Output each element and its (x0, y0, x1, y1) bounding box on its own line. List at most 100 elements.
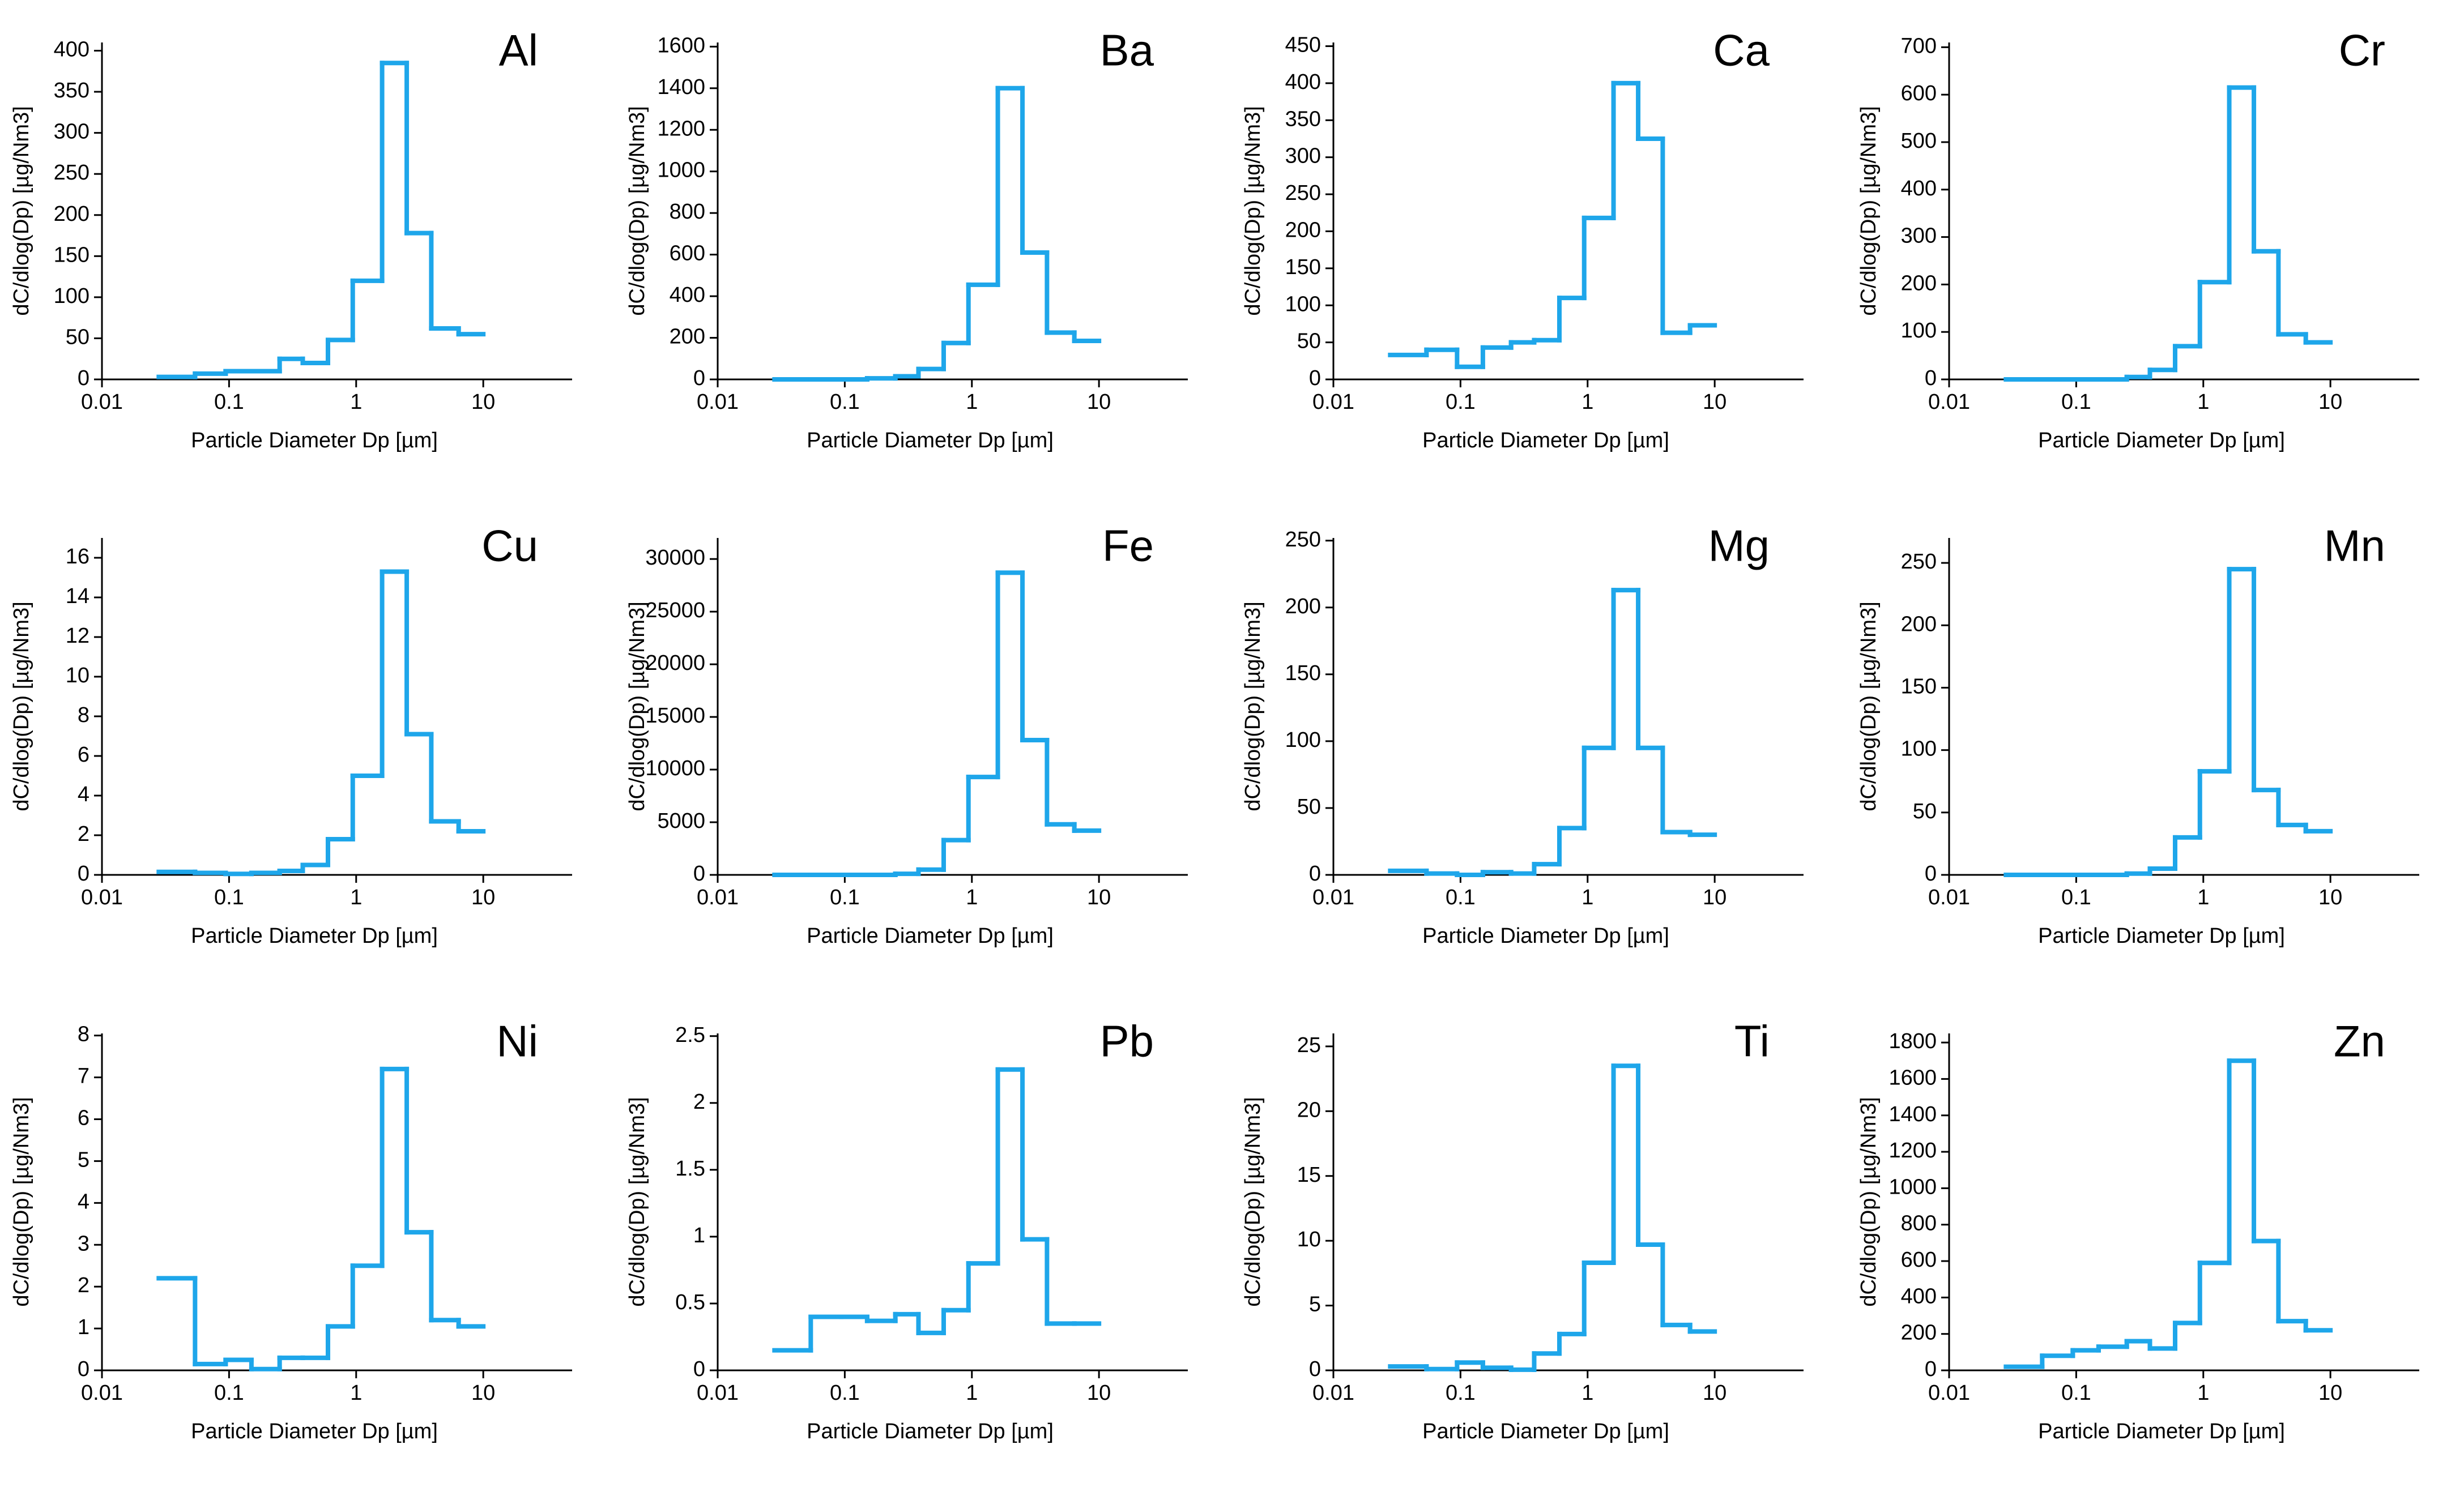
y-tick-label: 0 (1309, 366, 1321, 390)
y-tick-label: 3 (78, 1232, 89, 1255)
x-tick-label: 0.01 (1928, 390, 1970, 414)
y-tick-label: 0 (1925, 366, 1937, 390)
y-tick-label: 0 (693, 366, 705, 390)
x-tick-label: 1 (1581, 1381, 1593, 1405)
x-tick-label: 10 (471, 886, 495, 909)
y-tick-label: 250 (54, 161, 89, 185)
panel: 0 50 100 150 200 250 300 350 400 0.01 0.1 1 10 Partic… (10, 25, 572, 452)
y-tick-label: 200 (1285, 218, 1321, 242)
axes (1332, 42, 1804, 381)
y-tick-label: 0 (1309, 862, 1321, 886)
y-tick-label: 0 (78, 1357, 89, 1381)
x-tick-label: 10 (1087, 390, 1111, 414)
y-tick-label: 2 (78, 1274, 89, 1297)
x-tick-label: 0.01 (1312, 1381, 1354, 1405)
y-tick-label: 2 (693, 1090, 705, 1114)
y-tick-label: 300 (1901, 224, 1937, 248)
y-axis-label: dC/dlog(Dp) [µg/Nm3] (1241, 601, 1265, 811)
y-tick-label: 50 (1297, 795, 1321, 819)
y-tick-label: 30000 (645, 546, 705, 570)
x-tick-label: 0.1 (830, 886, 860, 909)
y-tick-label: 300 (54, 120, 89, 144)
y-tick-label: 150 (1285, 661, 1321, 685)
y-tick-label: 25000 (645, 599, 705, 622)
y-tick-label: 1400 (657, 75, 705, 99)
y-tick-label: 0 (1925, 1357, 1937, 1381)
x-tick-label: 10 (2318, 390, 2342, 414)
x-tick-label: 0.01 (697, 390, 739, 414)
y-axis-label: dC/dlog(Dp) [µg/Nm3] (1857, 601, 1881, 811)
x-tick-label: 0.01 (81, 1381, 123, 1405)
y-tick-label: 0 (1309, 1357, 1321, 1381)
panel: 0 50 100 150 200 250 300 350 400 450 0.01 0.1 1 10 Par… (1241, 25, 1804, 452)
y-tick-label: 400 (54, 38, 89, 62)
y-tick-label: 600 (1901, 1248, 1937, 1272)
x-tick-label: 0.1 (2061, 886, 2091, 909)
x-axis-label: Particle Diameter Dp [µm] (1422, 429, 1669, 452)
y-tick-label: 2.5 (675, 1023, 705, 1047)
y-tick-label: 14 (66, 584, 89, 608)
axes (101, 1033, 572, 1371)
x-axis-label: Particle Diameter Dp [µm] (807, 924, 1054, 948)
y-tick-label: 8 (78, 1023, 89, 1046)
y-tick-label: 20000 (645, 651, 705, 675)
x-axis-label: Particle Diameter Dp [µm] (191, 924, 438, 948)
x-tick-label: 0.1 (1446, 886, 1476, 909)
y-tick-label: 400 (1901, 1284, 1937, 1308)
x-axis-label: Particle Diameter Dp [µm] (2038, 1420, 2285, 1443)
y-tick-label: 0 (78, 862, 89, 886)
y-tick-label: 7 (78, 1065, 89, 1088)
panel: 0 200 400 600 800 1000 1200 1400 1600 1800 0.01 0.1… (1857, 1016, 2419, 1443)
y-tick-label: 200 (1901, 612, 1937, 636)
y-axis-label: dC/dlog(Dp) [µg/Nm3] (1241, 1097, 1265, 1306)
element-label: Ca (1713, 25, 1770, 75)
x-axis-label: Particle Diameter Dp [µm] (807, 429, 1054, 452)
x-tick-label: 0.1 (830, 1381, 860, 1405)
y-tick-label: 200 (1285, 595, 1321, 618)
y-axis-label: dC/dlog(Dp) [µg/Nm3] (10, 106, 33, 315)
x-tick-label: 0.01 (1928, 1381, 1970, 1405)
element-label: Ba (1100, 25, 1154, 75)
y-axis-label: dC/dlog(Dp) [µg/Nm3] (10, 1097, 33, 1306)
y-tick-label: 200 (1901, 271, 1937, 295)
x-tick-label: 0.01 (697, 1381, 739, 1405)
x-tick-label: 10 (1087, 886, 1111, 909)
y-tick-label: 150 (54, 243, 89, 267)
y-tick-label: 5000 (657, 809, 705, 833)
x-tick-label: 0.01 (81, 886, 123, 909)
panel: 0 50 100 150 200 250 0.01 0.1 1 10 Particle Diamet… (1241, 521, 1804, 948)
x-tick-label: 10 (1703, 390, 1726, 414)
y-tick-label: 10000 (645, 757, 705, 780)
x-tick-label: 0.1 (2061, 390, 2091, 414)
y-tick-label: 1 (78, 1315, 89, 1339)
x-axis-label: Particle Diameter Dp [µm] (2038, 924, 2285, 948)
y-tick-label: 1600 (657, 33, 705, 57)
x-tick-label: 0.1 (1446, 1381, 1476, 1405)
element-label: Ni (496, 1016, 538, 1066)
x-tick-label: 0.01 (1928, 886, 1970, 909)
y-tick-label: 600 (1901, 82, 1937, 105)
y-tick-label: 100 (1285, 728, 1321, 752)
y-tick-label: 800 (670, 200, 705, 224)
x-tick-label: 10 (471, 390, 495, 414)
y-tick-label: 700 (1901, 34, 1937, 58)
panel: 0 1 2 3 4 5 6 7 8 0.01 0.1 1 10 Particle Diameter Dp … (10, 1016, 572, 1443)
y-tick-label: 250 (1285, 528, 1321, 552)
y-axis-label: dC/dlog(Dp) [µg/Nm3] (1857, 106, 1881, 315)
y-tick-label: 0 (693, 862, 705, 886)
x-tick-label: 10 (1703, 1381, 1726, 1405)
panel: 0 5000 10000 15000 20000 25000 30000 0.01 0.1 1 10… (625, 521, 1188, 948)
y-tick-label: 5 (78, 1148, 89, 1172)
x-axis-label: Particle Diameter Dp [µm] (191, 1420, 438, 1443)
x-axis-label: Particle Diameter Dp [µm] (807, 1420, 1054, 1443)
y-tick-label: 25 (1297, 1033, 1321, 1057)
y-tick-label: 400 (1285, 70, 1321, 94)
panel: 0 5 10 15 20 25 0.01 0.1 1 10 Particle Diameter Dp… (1241, 1016, 1804, 1443)
y-tick-label: 1 (693, 1224, 705, 1247)
y-tick-label: 800 (1901, 1212, 1937, 1236)
element-label: Pb (1100, 1016, 1154, 1066)
x-tick-label: 1 (966, 1381, 978, 1405)
x-tick-label: 10 (2318, 886, 2342, 909)
y-tick-label: 6 (78, 743, 89, 767)
